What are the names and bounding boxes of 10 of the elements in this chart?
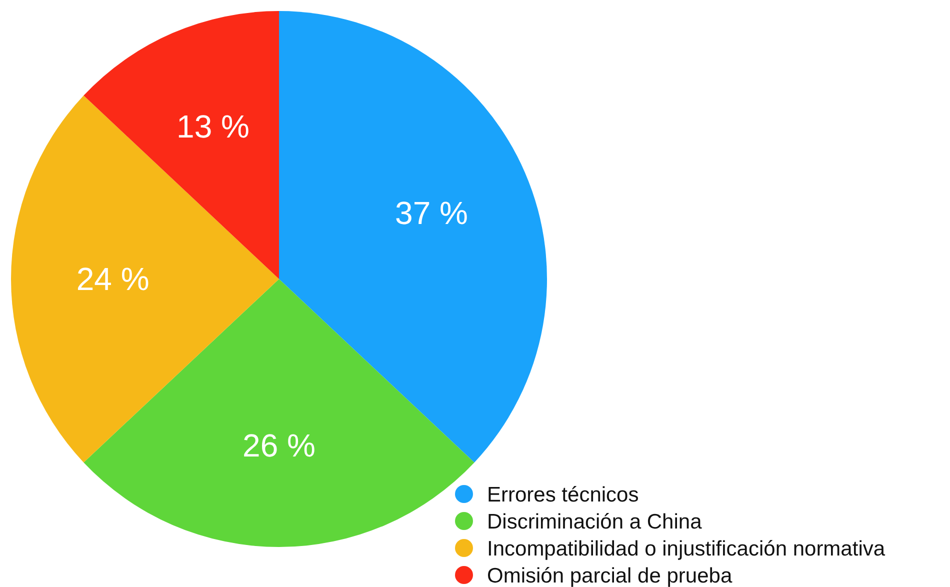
pie-slice <box>279 11 547 462</box>
data-label: 24 % <box>76 261 150 298</box>
data-label: 26 % <box>242 427 316 464</box>
legend-label: Omisión parcial de prueba <box>487 564 732 587</box>
legend-label: Incompatibilidad o injustificación normativa <box>487 537 886 560</box>
legend-label: Errores técnicos <box>487 483 639 506</box>
legend-label: Discriminación a China <box>487 510 702 534</box>
data-label: 37 % <box>395 195 468 232</box>
data-label: 13 % <box>176 108 250 145</box>
pie-slice <box>11 96 279 462</box>
